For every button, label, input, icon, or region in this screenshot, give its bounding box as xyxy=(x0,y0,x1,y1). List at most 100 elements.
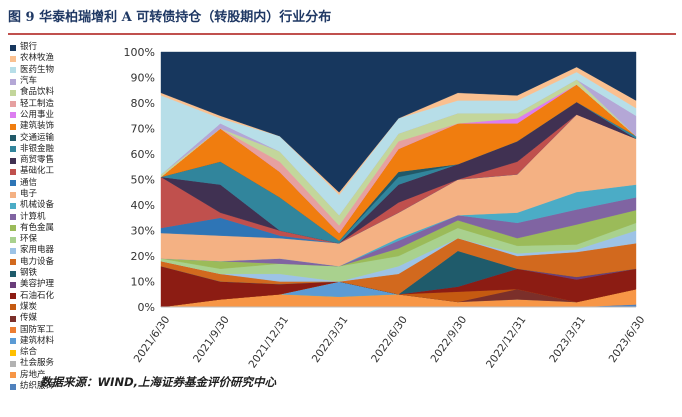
legend-swatch xyxy=(10,338,16,345)
y-tick-label: 10% xyxy=(131,276,155,289)
legend-label: 纺织服饰 xyxy=(20,381,55,392)
legend-label: 商贸零售 xyxy=(20,155,55,166)
legend-item: 交通运输 xyxy=(10,132,128,143)
y-tick-label: 90% xyxy=(131,72,155,85)
legend-item: 计算机 xyxy=(10,211,128,222)
legend-swatch xyxy=(10,247,16,254)
legend-swatch xyxy=(10,112,16,119)
legend-item: 非银金融 xyxy=(10,144,128,155)
legend-item: 有色金属 xyxy=(10,223,128,234)
legend-swatch xyxy=(10,349,16,356)
x-tick-label: 2021/6/30 xyxy=(132,314,173,365)
y-tick-label: 20% xyxy=(131,250,155,263)
legend-label: 农林牧渔 xyxy=(20,53,55,64)
x-tick-label: 2022/12/31 xyxy=(484,314,529,370)
legend-label: 公用事业 xyxy=(20,109,55,120)
legend-swatch xyxy=(10,168,16,175)
area-series-30 xyxy=(160,51,637,193)
legend-item: 电力设备 xyxy=(10,257,128,268)
y-axis: 0% 10% 20% 30% 40% 50% 60% 70% 80% 90% 100% xyxy=(124,46,155,314)
legend-swatch xyxy=(10,157,16,164)
x-tick-label: 2022/6/30 xyxy=(369,314,410,365)
legend-label: 食品饮料 xyxy=(20,87,55,98)
legend-swatch xyxy=(10,78,16,85)
legend-label: 社会服务 xyxy=(20,358,55,369)
legend-label: 建筑材料 xyxy=(20,335,55,346)
legend-swatch xyxy=(10,67,16,74)
y-tick-label: 40% xyxy=(131,199,155,212)
x-tick-label: 2023/3/31 xyxy=(547,314,588,365)
legend-label: 美容护理 xyxy=(20,279,55,290)
legend-item: 医药生物 xyxy=(10,65,128,76)
legend-item: 社会服务 xyxy=(10,358,128,369)
y-tick-label: 60% xyxy=(131,148,155,161)
legend-label: 机械设备 xyxy=(20,200,55,211)
legend-item: 轻工制造 xyxy=(10,98,128,109)
legend-item: 电子 xyxy=(10,189,128,200)
legend-item: 食品饮料 xyxy=(10,87,128,98)
y-tick-label: 50% xyxy=(131,174,155,187)
legend-label: 钢铁 xyxy=(20,268,38,279)
legend-label: 电力设备 xyxy=(20,256,55,267)
legend-label: 煤炭 xyxy=(20,301,38,312)
legend-swatch xyxy=(10,55,16,62)
x-tick-label: 2021/12/31 xyxy=(247,314,292,370)
legend-swatch xyxy=(10,123,16,130)
legend-label: 电子 xyxy=(20,189,38,199)
x-tick-label: 2021/9/30 xyxy=(191,314,232,365)
legend-label: 综合 xyxy=(20,347,38,358)
legend-swatch xyxy=(10,225,16,232)
legend-label: 基础化工 xyxy=(20,166,55,177)
legend-swatch xyxy=(10,44,16,51)
legend-label: 传媒 xyxy=(20,313,38,324)
legend-item: 钢铁 xyxy=(10,268,128,279)
y-tick-label: 30% xyxy=(131,225,155,238)
legend-item: 建筑材料 xyxy=(10,336,128,347)
series-areas xyxy=(160,51,637,308)
y-tick-label: 0% xyxy=(138,301,155,314)
legend-label: 非银金融 xyxy=(20,143,55,154)
legend-swatch xyxy=(10,315,16,322)
y-tick-label: 100% xyxy=(124,46,155,59)
legend-item: 环保 xyxy=(10,234,128,245)
legend-label: 房地产 xyxy=(20,369,46,380)
legend-swatch xyxy=(10,270,16,277)
legend-label: 银行 xyxy=(20,42,38,53)
legend-item: 煤炭 xyxy=(10,302,128,313)
legend-swatch xyxy=(10,372,16,379)
legend-label: 轻工制造 xyxy=(20,98,55,109)
legend-item: 纺织服饰 xyxy=(10,381,128,392)
legend-label: 环保 xyxy=(20,234,38,245)
legend-label: 计算机 xyxy=(20,211,46,222)
legend-label: 建筑装饰 xyxy=(20,121,55,132)
legend-item: 房地产 xyxy=(10,370,128,381)
x-tick-label: 2022/9/30 xyxy=(429,314,470,365)
legend-item: 家用电器 xyxy=(10,245,128,256)
legend-label: 国防军工 xyxy=(20,324,55,335)
legend-swatch xyxy=(10,327,16,334)
x-tick-label: 2022/3/31 xyxy=(310,314,351,365)
legend-label: 交通运输 xyxy=(20,132,55,143)
legend-item: 公用事业 xyxy=(10,110,128,121)
legend-label: 有色金属 xyxy=(20,222,55,233)
legend-swatch xyxy=(10,135,16,142)
legend-swatch xyxy=(10,304,16,311)
legend-swatch xyxy=(10,191,16,198)
legend-label: 家用电器 xyxy=(20,245,55,256)
x-axis: 2021/6/30 2021/9/30 2021/12/31 2022/3/31 202… xyxy=(132,306,647,370)
legend-item: 美容护理 xyxy=(10,279,128,290)
legend-item: 通信 xyxy=(10,178,128,189)
legend-item: 基础化工 xyxy=(10,166,128,177)
legend-item: 银行 xyxy=(10,42,128,53)
legend-swatch xyxy=(10,293,16,300)
legend-swatch xyxy=(10,360,16,367)
legend-label: 汽车 xyxy=(20,76,38,87)
legend-label: 石油石化 xyxy=(20,290,55,301)
legend-swatch xyxy=(10,146,16,153)
legend-item: 商贸零售 xyxy=(10,155,128,166)
y-tick-label: 70% xyxy=(131,123,155,136)
legend-item: 汽车 xyxy=(10,76,128,87)
legend-swatch xyxy=(10,383,16,390)
legend-item: 传媒 xyxy=(10,313,128,324)
